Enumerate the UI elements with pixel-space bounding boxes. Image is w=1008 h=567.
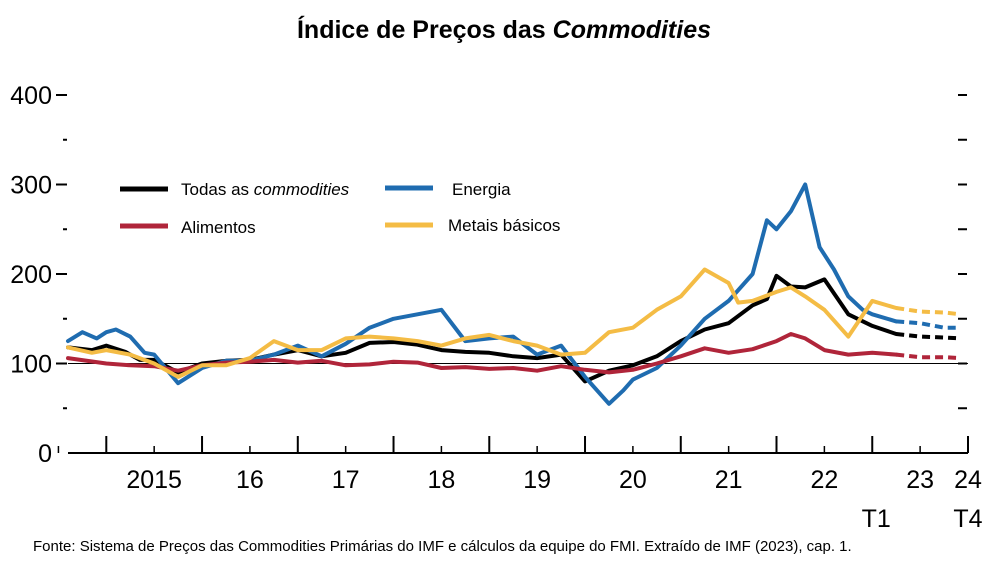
x-tick-label: 17 <box>332 466 360 494</box>
y-tick-label: 200 <box>10 261 52 289</box>
quarter-label: T4 <box>953 505 982 533</box>
x-tick-label: 23 <box>906 466 934 494</box>
x-tick-label: 2015 <box>126 466 182 494</box>
x-tick-label: 20 <box>619 466 647 494</box>
quarter-label: T1 <box>862 505 891 533</box>
y-tick-label: 0 <box>38 440 52 468</box>
series-layer <box>66 182 961 406</box>
legend-label-energia: Energia <box>452 180 511 199</box>
source-note: Fonte: Sistema de Preços das Commodities… <box>33 538 852 555</box>
legend: Todas as commodities Energia Alimentos M… <box>120 180 560 237</box>
x-tick-label: 18 <box>427 466 455 494</box>
axes: 0 100 200 300 400 2015 16 17 18 19 20 21 22 23 24 T1 T4 <box>10 82 982 533</box>
chart-title: Índice de Preços das Commodities <box>297 15 711 44</box>
legend-label-metais: Metais básicos <box>448 216 560 235</box>
series-3-forecast-line <box>895 352 961 361</box>
series-4-line <box>66 267 899 379</box>
series-3-line <box>66 332 899 375</box>
series-4-forecast-line <box>895 306 961 317</box>
x-tick-label: 21 <box>715 466 743 494</box>
y-tick-label: 400 <box>10 82 52 110</box>
x-tick-label: 22 <box>810 466 838 494</box>
y-tick-label: 100 <box>10 351 52 379</box>
series-1-forecast-line <box>895 332 961 341</box>
x-tick-label: 19 <box>523 466 551 494</box>
x-tick-label: 16 <box>236 466 264 494</box>
x-tick-label: 24 <box>954 466 982 494</box>
y-tick-label: 300 <box>10 172 52 200</box>
series-2-forecast-line <box>896 319 961 330</box>
legend-label-todas: Todas as commodities <box>181 180 350 199</box>
legend-label-alimentos: Alimentos <box>181 218 256 237</box>
